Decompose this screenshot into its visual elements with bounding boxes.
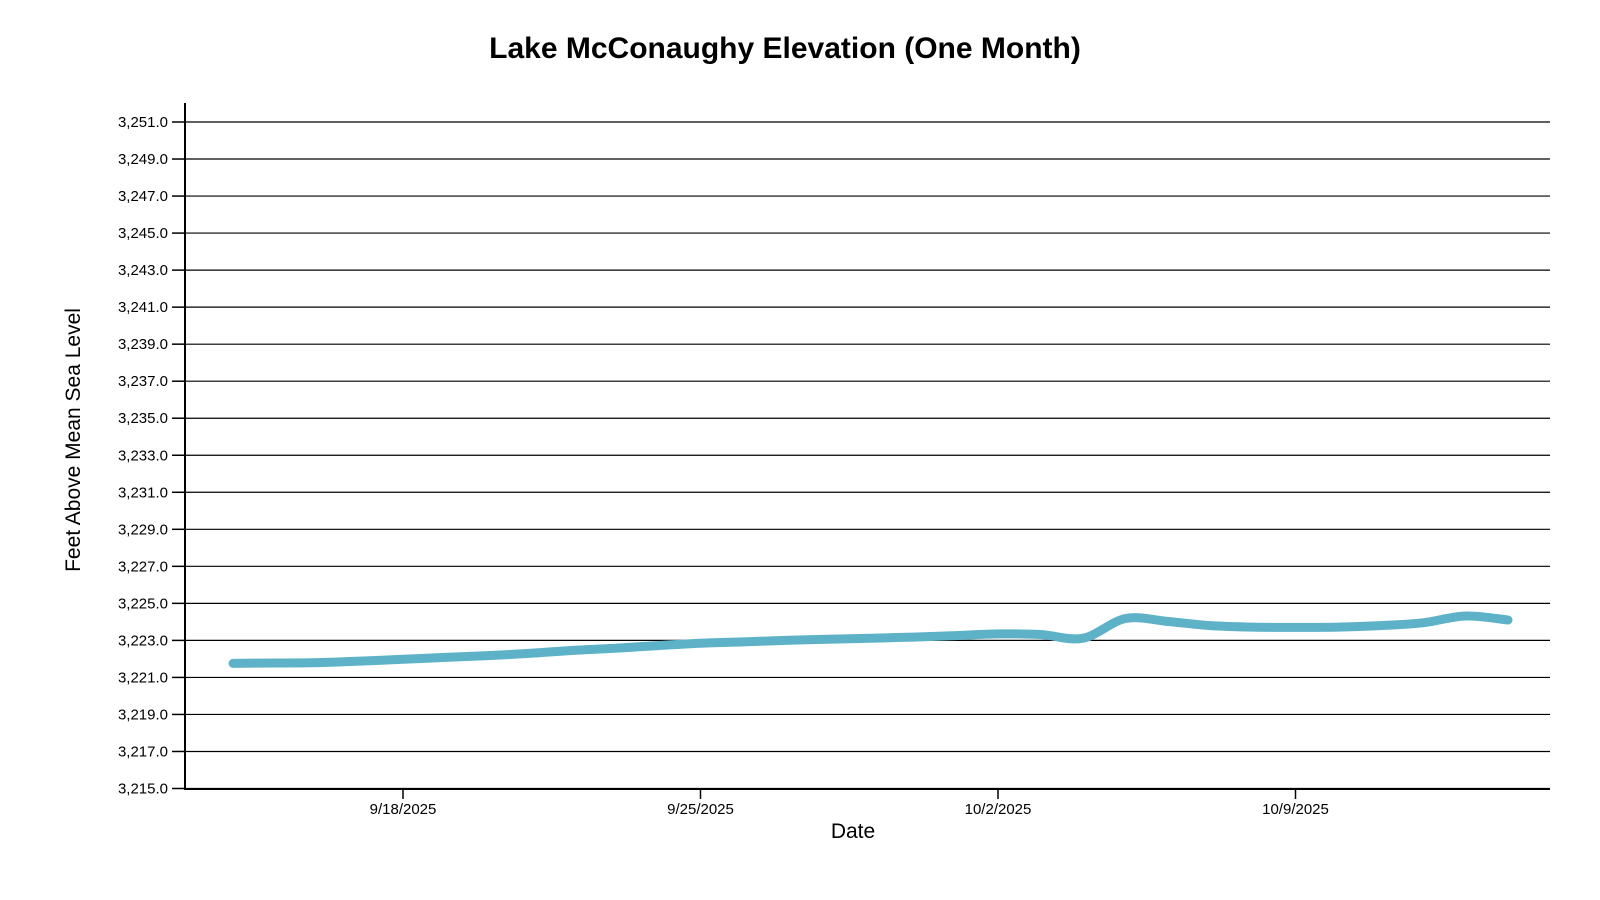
y-tick-label: 3,241.0 [118,299,168,316]
y-tick-label: 3,217.0 [118,743,168,760]
y-tick-label: 3,227.0 [118,558,168,575]
y-tick-label: 3,249.0 [118,151,168,168]
x-tick-label: 10/2/2025 [965,801,1032,818]
x-axis-ticks: 9/18/2025 9/25/2025 10/2/2025 10/9/2025 [370,789,1329,818]
y-tick-label: 3,225.0 [118,595,168,612]
x-tick-label: 9/18/2025 [370,801,437,818]
y-tick-label: 3,231.0 [118,484,168,501]
y-tick-label: 3,237.0 [118,373,168,390]
y-tick-label: 3,221.0 [118,669,168,686]
y-axis-ticks: 3,215.0 3,217.0 3,219.0 3,221.0 3,223.0 3,225… [118,114,185,798]
x-axis-title: Date [830,820,876,843]
y-tick-label: 3,219.0 [118,706,168,723]
y-tick-label: 3,247.0 [118,188,168,205]
x-tick-label: 9/25/2025 [667,801,734,818]
y-tick-label: 3,251.0 [118,114,168,131]
chart-title: Lake McConaughy Elevation (One Month) [489,32,1081,65]
horizontal-gridlines [185,121,1550,790]
y-tick-label: 3,243.0 [118,262,168,279]
y-tick-label: 3,239.0 [118,336,168,353]
y-tick-label: 3,215.0 [118,781,168,798]
x-tick-label: 10/9/2025 [1262,801,1329,818]
y-tick-label: 3,229.0 [118,521,168,538]
y-tick-label: 3,235.0 [118,410,168,427]
elevation-data-line [228,611,1513,668]
y-tick-label: 3,233.0 [118,447,168,464]
y-tick-label: 3,223.0 [118,632,168,649]
y-tick-label: 3,245.0 [118,225,168,242]
